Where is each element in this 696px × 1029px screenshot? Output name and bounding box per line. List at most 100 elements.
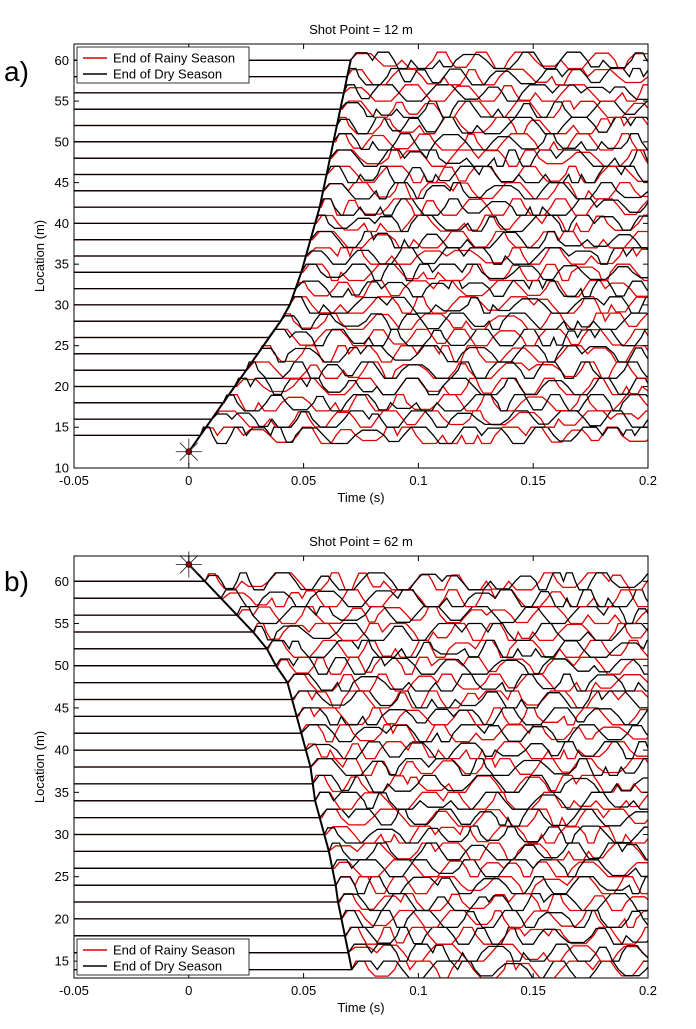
trace-dry-24m <box>74 876 648 895</box>
trace-dry-50m <box>74 656 648 675</box>
trace-rainy-48m <box>74 149 648 167</box>
trace-rainy-50m <box>74 656 648 675</box>
trace-rainy-20m <box>74 377 648 396</box>
trace-dry-52m <box>74 639 648 658</box>
trace-dry-50m <box>74 133 648 151</box>
trace-rainy-18m <box>74 926 648 945</box>
x-tick-label: 0 <box>185 983 192 998</box>
y-tick-label: 35 <box>55 785 69 800</box>
x-tick-label: 0 <box>185 473 192 488</box>
trace-dry-56m <box>74 84 648 102</box>
y-tick-label: 25 <box>55 869 69 884</box>
trace-rainy-58m <box>74 589 648 608</box>
y-tick-label: 45 <box>55 700 69 715</box>
chart-title: Shot Point = 12 m <box>309 22 413 37</box>
y-axis-label: Location (m) <box>32 220 47 292</box>
y-tick-label: 40 <box>55 216 69 231</box>
panel-label-b: b) <box>4 566 29 597</box>
trace-dry-40m <box>74 214 648 233</box>
plot-area <box>74 51 648 453</box>
legend-entry-1: End of Dry Season <box>113 959 222 974</box>
trace-dry-32m <box>74 808 648 827</box>
trace-dry-28m <box>74 312 648 331</box>
trace-dry-58m <box>74 589 648 608</box>
panel-label-a: a) <box>4 56 29 87</box>
seismogram-chart-a: Shot Point = 12 m -0.05 0 0.05 0.1 0.15 0.2 10 1… <box>32 22 657 505</box>
source-dot <box>185 448 193 455</box>
plot-area <box>74 563 648 978</box>
trace-dry-14m <box>74 960 648 978</box>
trace-dry-16m <box>74 410 648 428</box>
trace-dry-44m <box>74 181 648 200</box>
trace-rainy-22m <box>74 892 648 912</box>
trace-rainy-48m <box>74 673 648 692</box>
trace-dry-42m <box>74 198 648 216</box>
x-tick-label: 0.05 <box>291 983 316 998</box>
x-tick-label: 0.05 <box>291 473 316 488</box>
trace-rainy-14m <box>74 426 648 445</box>
trace-dry-34m <box>74 263 648 282</box>
trace-dry-40m <box>74 741 648 760</box>
legend-entry-0: End of Rainy Season <box>113 943 235 958</box>
x-tick-label: 0.15 <box>521 473 546 488</box>
panel-a: a) Shot Point = 12 m -0.05 0 0.05 0.1 0.15 0.2… <box>0 0 696 512</box>
panel-b: b) Shot Point = 62 m -0.05 0 0.05 0.1 0.15 0.2… <box>0 512 696 1024</box>
x-tick-label: 0.2 <box>639 983 657 998</box>
x-tick-label: 0.1 <box>409 983 427 998</box>
trace-dry-38m <box>74 757 648 777</box>
trace-rainy-38m <box>74 230 648 249</box>
trace-dry-26m <box>74 328 648 347</box>
trace-rainy-40m <box>74 214 648 233</box>
trace-dry-32m <box>74 279 648 298</box>
y-tick-label: 20 <box>55 379 69 394</box>
trace-rainy-22m <box>74 361 648 379</box>
y-tick-label: 55 <box>55 94 69 109</box>
trace-dry-54m <box>74 100 648 119</box>
trace-dry-46m <box>74 690 648 709</box>
trace-rainy-52m <box>74 639 648 658</box>
trace-rainy-26m <box>74 859 648 878</box>
legend-box <box>76 938 250 976</box>
y-tick-label: 55 <box>55 616 69 631</box>
y-tick-label: 60 <box>55 53 69 68</box>
trace-dry-22m <box>74 892 648 912</box>
trace-dry-44m <box>74 707 648 726</box>
y-tick-label: 15 <box>55 420 69 435</box>
axes-box <box>73 555 649 979</box>
y-tick-label: 45 <box>55 175 69 190</box>
x-tick-label: -0.05 <box>59 473 89 488</box>
trace-dry-58m <box>74 67 648 86</box>
trace-dry-48m <box>74 673 648 692</box>
trace-dry-30m <box>74 825 648 844</box>
trace-dry-18m <box>74 926 648 945</box>
source-marker-icon <box>175 438 202 465</box>
trace-dry-54m <box>74 622 648 642</box>
trace-dry-60m <box>74 572 648 591</box>
trace-rainy-24m <box>74 345 648 363</box>
trace-dry-52m <box>74 116 648 135</box>
source-dot <box>185 561 193 568</box>
first-break-line <box>187 60 352 453</box>
trace-dry-38m <box>74 230 648 249</box>
trace-dry-20m <box>74 909 648 929</box>
y-tick-label: 30 <box>55 297 69 312</box>
trace-rainy-24m <box>74 876 648 895</box>
chart-title: Shot Point = 62 m <box>309 534 413 549</box>
trace-rainy-54m <box>74 100 648 119</box>
trace-dry-20m <box>74 377 648 396</box>
legend-entry-1: End of Dry Season <box>113 67 222 82</box>
trace-dry-28m <box>74 842 648 861</box>
x-tick-label: 0.2 <box>639 473 657 488</box>
y-tick-label: 35 <box>55 257 69 272</box>
trace-dry-14m <box>74 426 648 445</box>
first-break-line <box>188 563 353 970</box>
trace-rainy-16m <box>74 943 648 962</box>
trace-rainy-28m <box>74 842 648 861</box>
x-tick-label: 0.1 <box>409 473 427 488</box>
trace-rainy-36m <box>74 247 648 265</box>
x-axis-label: Time (s) <box>337 1000 384 1015</box>
trace-dry-30m <box>74 296 648 314</box>
x-tick-label: -0.05 <box>59 983 89 998</box>
